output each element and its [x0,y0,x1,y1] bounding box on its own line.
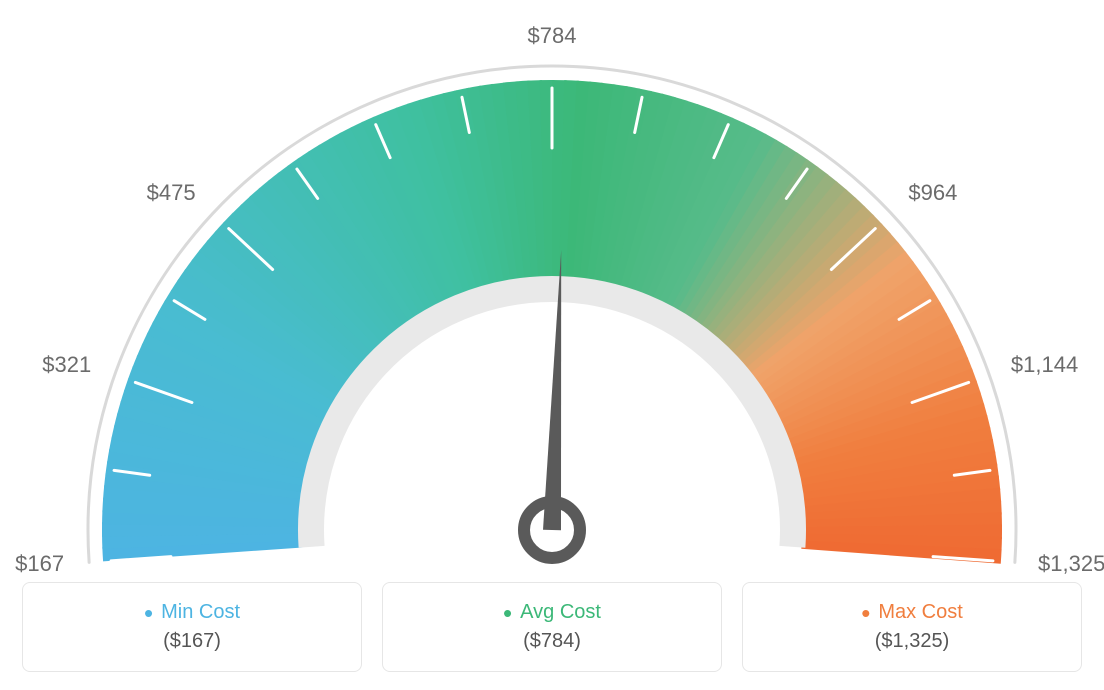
gauge-area: $167$321$475$784$964$1,144$1,325 [0,0,1104,560]
legend-card-min: Min Cost ($167) [22,582,362,672]
tick-label: $167 [15,551,64,577]
legend-avg-label: Avg Cost [503,601,601,624]
legend-min-label-text: Min Cost [161,601,240,624]
legend-max-label: Max Cost [861,601,963,624]
tick-label: $1,325 [1038,551,1104,577]
legend-min-value: ($167) [163,630,221,653]
legend-avg-label-text: Avg Cost [520,601,601,624]
tick-label: $964 [908,180,957,206]
tick-label: $321 [42,352,91,378]
legend-max-label-text: Max Cost [878,601,962,624]
legend-card-max: Max Cost ($1,325) [742,582,1082,672]
tick-label: $1,144 [1011,352,1078,378]
gauge-svg [22,30,1082,590]
legend-row: Min Cost ($167) Avg Cost ($784) Max Cost… [0,582,1104,672]
legend-card-avg: Avg Cost ($784) [382,582,722,672]
tick-label: $475 [147,180,196,206]
legend-avg-value: ($784) [523,630,581,653]
legend-min-label: Min Cost [144,601,240,624]
legend-max-value: ($1,325) [875,630,950,653]
tick-label: $784 [528,23,577,49]
cost-gauge-widget: $167 $321 $475 $784 $964 $1,144 $1,325 Min Cos… [0,0,1104,690]
